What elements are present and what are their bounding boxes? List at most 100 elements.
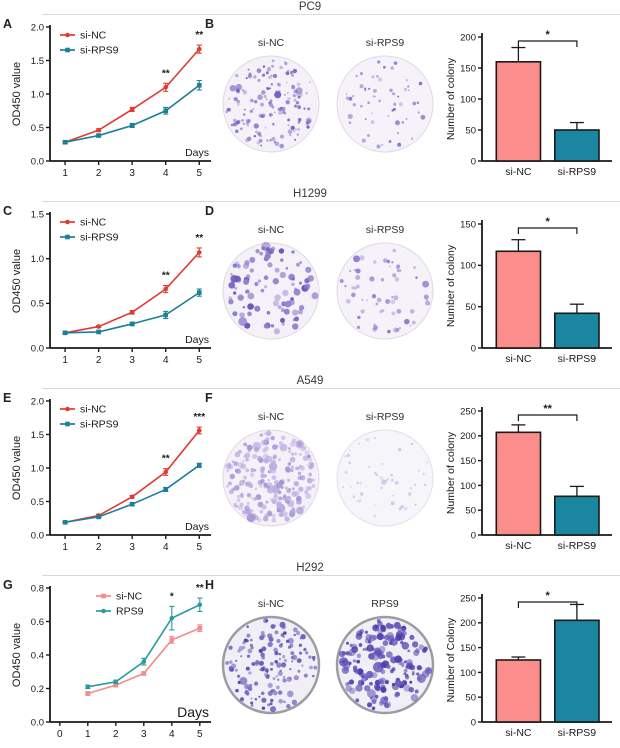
- svg-text:100: 100: [460, 94, 476, 105]
- svg-text:50: 50: [465, 506, 476, 517]
- section-title: H1299: [293, 188, 327, 200]
- svg-text:*: *: [546, 216, 551, 228]
- section-divider: [42, 14, 620, 15]
- section-content: A 0.0 0.5 1.0 1.5 2.0 1 2 3 4 5 OD450 value Days si-…: [0, 15, 620, 185]
- svg-text:2: 2: [96, 355, 102, 366]
- dish-block: si-NC: [220, 224, 322, 347]
- svg-text:200: 200: [460, 431, 476, 442]
- svg-text:2.0: 2.0: [31, 396, 44, 407]
- svg-text:OD450 value: OD450 value: [11, 623, 23, 687]
- dish-block: si-RPS9: [334, 37, 436, 160]
- svg-text:0.0: 0.0: [31, 343, 44, 354]
- svg-text:0: 0: [57, 729, 63, 740]
- dish-label: RPS9: [371, 598, 399, 610]
- dish-label: si-NC: [257, 37, 285, 49]
- svg-text:2.0: 2.0: [31, 22, 44, 33]
- svg-text:2: 2: [96, 542, 102, 553]
- dish-block: si-RPS9: [334, 224, 436, 347]
- panel-bar-h1299: 0 50 100 150 Number of colony si-NC si-RPS9 *: [444, 202, 620, 372]
- svg-text:**: **: [195, 233, 203, 244]
- svg-text:0: 0: [471, 343, 476, 354]
- svg-text:si-RPS9: si-RPS9: [558, 727, 597, 739]
- svg-text:0.8: 0.8: [31, 583, 44, 594]
- section-content: G 0.0 0.2 0.4 0.6 0.8 0 1 2 3 4 5 OD450 value Days si…: [0, 576, 620, 746]
- section-title: A549: [296, 375, 324, 387]
- svg-text:1.5: 1.5: [31, 430, 44, 441]
- svg-text:**: **: [162, 270, 170, 281]
- svg-text:5: 5: [196, 355, 202, 366]
- dish-label: si-RPS9: [365, 411, 405, 423]
- colony-dish-icon: [336, 242, 434, 340]
- svg-text:Days: Days: [177, 704, 209, 720]
- colony-dish-icon: [221, 615, 321, 715]
- svg-text:3: 3: [129, 542, 135, 553]
- line-chart-h1299: 0.0 0.5 1.0 1.5 1 2 3 4 5 OD450 value Days si-NC si-…: [11, 209, 211, 366]
- section-content: E 0.0 0.5 1.0 1.5 2.0 1 2 3 4 5 OD450 value Days si-…: [0, 389, 620, 559]
- svg-text:100: 100: [460, 668, 476, 679]
- svg-text:Number of Colony: Number of Colony: [445, 617, 457, 702]
- line-chart-pc9: 0.0 0.5 1.0 1.5 2.0 1 2 3 4 5 OD450 value Days si-NC…: [11, 22, 211, 179]
- svg-text:3: 3: [141, 729, 147, 740]
- svg-text:*: *: [170, 591, 174, 602]
- svg-text:150: 150: [460, 219, 476, 230]
- dish-block: RPS9: [334, 598, 436, 721]
- panel-letter: G: [3, 578, 13, 592]
- svg-text:OD450 value: OD450 value: [11, 249, 23, 313]
- section-content: C 0.0 0.5 1.0 1.5 1 2 3 4 5 OD450 value Days si-NC s…: [0, 202, 620, 372]
- colony-dish-icon: [222, 55, 320, 153]
- svg-text:1.0: 1.0: [31, 254, 44, 265]
- panel-colony-pc9: B si-NC si-RPS9: [205, 15, 444, 185]
- panel-letter: H: [205, 578, 215, 592]
- panel-letter: F: [205, 391, 213, 405]
- svg-text:Number of colony: Number of colony: [445, 244, 457, 327]
- svg-text:5: 5: [196, 168, 202, 179]
- svg-text:0.0: 0.0: [31, 530, 44, 541]
- svg-text:si-NC: si-NC: [80, 217, 107, 229]
- svg-text:4: 4: [163, 542, 169, 553]
- svg-text:0.6: 0.6: [31, 617, 44, 628]
- section-a549: A549 E 0.0 0.5 1.0 1.5 2.0 1 2 3 4 5 OD450 value Da…: [0, 374, 620, 561]
- panel-line-pc9: A 0.0 0.5 1.0 1.5 2.0 1 2 3 4 5 OD450 value Days si-…: [0, 15, 212, 185]
- section-title: PC9: [298, 1, 322, 13]
- svg-text:1: 1: [62, 542, 68, 553]
- section-h292: H292 G 0.0 0.2 0.4 0.6 0.8 0 1 2 3 4 5 OD450 value D…: [0, 561, 620, 748]
- colony-dish-icon: [336, 55, 434, 153]
- dish-block: si-NC: [220, 411, 322, 534]
- panel-letter: C: [3, 204, 13, 218]
- svg-text:50: 50: [465, 693, 476, 704]
- svg-text:5: 5: [196, 542, 202, 553]
- svg-text:Number of colony: Number of colony: [445, 431, 457, 514]
- line-chart-a549: 0.0 0.5 1.0 1.5 2.0 1 2 3 4 5 OD450 value Days si-NC…: [11, 396, 211, 553]
- section-divider: [42, 575, 620, 576]
- svg-text:1: 1: [62, 168, 68, 179]
- section-h1299: H1299 C 0.0 0.5 1.0 1.5 1 2 3 4 5 OD450 value Days…: [0, 187, 620, 374]
- panel-letter: E: [3, 391, 12, 405]
- dish-block: si-NC: [220, 598, 322, 721]
- svg-text:0: 0: [471, 156, 476, 167]
- svg-text:2: 2: [96, 168, 102, 179]
- svg-text:4: 4: [163, 168, 169, 179]
- svg-text:4: 4: [163, 355, 169, 366]
- svg-text:2: 2: [113, 729, 119, 740]
- dish-block: si-NC: [220, 37, 322, 160]
- svg-text:0.2: 0.2: [31, 684, 44, 695]
- bar-chart-h1299: 0 50 100 150 Number of colony si-NC si-RPS9 *: [445, 216, 612, 365]
- svg-text:*: *: [546, 590, 551, 602]
- svg-text:si-RPS9: si-RPS9: [558, 353, 597, 365]
- svg-text:si-RPS9: si-RPS9: [80, 45, 119, 57]
- colony-dish-icon: [222, 241, 320, 340]
- svg-text:RPS9: RPS9: [116, 606, 144, 618]
- svg-text:*: *: [546, 29, 551, 41]
- svg-text:***: ***: [193, 412, 205, 423]
- svg-text:1.5: 1.5: [31, 209, 44, 220]
- svg-text:si-NC: si-NC: [505, 540, 532, 552]
- svg-text:si-NC: si-NC: [116, 591, 143, 603]
- dish-label: si-RPS9: [365, 37, 405, 49]
- panel-line-h292: G 0.0 0.2 0.4 0.6 0.8 0 1 2 3 4 5 OD450 value Days si…: [0, 576, 212, 746]
- dish-label: si-NC: [257, 224, 285, 236]
- svg-text:3: 3: [129, 355, 135, 366]
- dish-label: si-NC: [257, 598, 285, 610]
- svg-text:si-RPS9: si-RPS9: [558, 540, 597, 552]
- svg-text:250: 250: [460, 406, 476, 417]
